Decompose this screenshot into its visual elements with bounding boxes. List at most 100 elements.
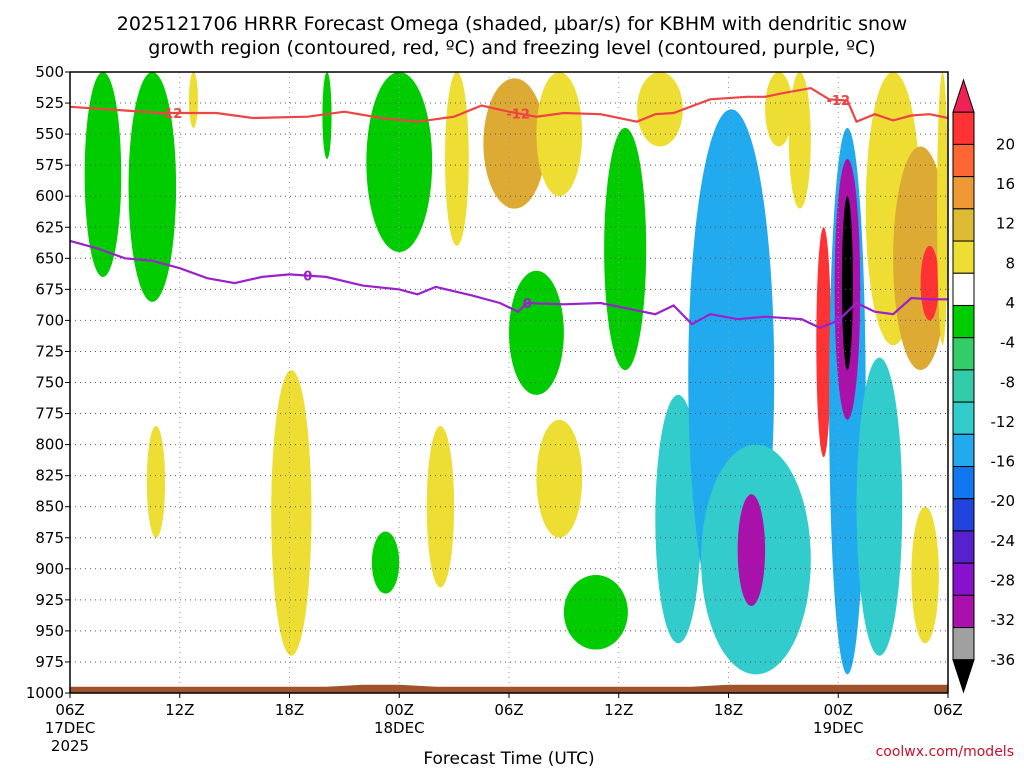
omega-region-16: [655, 394, 702, 644]
credit-text: coolwx.com/models: [876, 744, 1014, 760]
omega-region-27: [856, 357, 903, 656]
x-tick-date-0: 17DEC: [45, 719, 96, 737]
y-tick-label-18: 950: [35, 622, 64, 640]
contour-label-1-2: 0: [834, 314, 843, 329]
colorbar: 20 16 12 8 4 -4 -8 -12 -16 -20 -24 -28 -32 -36: [952, 78, 1016, 694]
colorbar-label-11: -28: [991, 572, 1016, 590]
contour-label-1-1: 0: [523, 297, 532, 312]
omega-region-23: [816, 227, 831, 458]
x-tick-label-7: 00Z: [824, 701, 853, 719]
colorbar-swatch-9: [952, 369, 975, 403]
colorbar-label-5: -4: [1000, 334, 1015, 352]
colorbar-swatch-14: [952, 530, 975, 564]
y-tick-label-14: 850: [35, 498, 64, 516]
y-tick-label-0: 500: [35, 63, 64, 81]
omega-region-7: [371, 531, 400, 594]
colorbar-swatch-12: [952, 466, 975, 500]
contour-label-0-1: -12: [506, 107, 530, 122]
x-tick-label-5: 12Z: [604, 701, 633, 719]
colorbar-label-10: -24: [991, 532, 1016, 550]
colorbar-label-2: 12: [996, 215, 1015, 233]
y-tick-label-12: 800: [35, 436, 64, 454]
y-tick-label-4: 600: [35, 187, 64, 205]
y-tick-label-17: 925: [35, 591, 64, 609]
colorbar-swatch-13: [952, 498, 975, 532]
colorbar-swatch-2: [952, 143, 975, 178]
colorbar-top-arrow: [952, 78, 975, 113]
y-tick-label-11: 775: [35, 405, 64, 423]
x-tick-label-3: 00Z: [385, 701, 414, 719]
chart-title-line1: 2025121706 HRRR Forecast Omega (shaded, …: [117, 13, 907, 35]
contour-label-0-2: -12: [827, 94, 851, 109]
y-tick-label-13: 825: [35, 467, 64, 485]
y-tick-label-20: 1000: [26, 684, 64, 702]
colorbar-label-12: -32: [991, 611, 1016, 629]
x-tick-label-8: 06Z: [933, 701, 962, 719]
x-tick-label-2: 18Z: [275, 701, 304, 719]
x-tick-label-6: 18Z: [714, 701, 743, 719]
colorbar-label-13: -36: [991, 651, 1016, 669]
omega-region-10: [483, 78, 546, 209]
colorbar-swatch-17: [952, 627, 975, 661]
omega-region-21: [765, 72, 793, 147]
y-tick-label-16: 900: [35, 560, 64, 578]
colorbar-swatch-4: [952, 208, 975, 242]
y-tick-label-19: 975: [35, 653, 64, 671]
omega-region-0: [84, 72, 122, 277]
contours: -12 -12 -12 0 0 0: [69, 86, 949, 330]
x-tick-date-7: 19DEC: [813, 719, 864, 737]
y-tick-label-8: 700: [35, 311, 64, 329]
x-tick-date-3: 18DEC: [374, 719, 425, 737]
omega-region-1: [128, 71, 177, 302]
contour-label-1-0: 0: [303, 270, 312, 285]
contour-line-1: [69, 239, 948, 330]
colorbar-label-7: -12: [991, 413, 1016, 431]
omega-region-12: [536, 419, 583, 538]
omega-region-5: [322, 72, 332, 159]
omega-shading: [84, 71, 948, 675]
x-axis-title: Forecast Time (UTC): [423, 749, 594, 768]
omega-region-11: [509, 270, 564, 395]
y-tick-label-1: 525: [35, 94, 64, 112]
colorbar-label-0: 20: [996, 135, 1015, 153]
contour-line-0: [69, 86, 949, 124]
y-tick-label-5: 625: [35, 218, 64, 236]
colorbar-label-9: -20: [991, 492, 1016, 510]
chart-title-line2: growth region (contoured, red, ºC) and f…: [148, 37, 875, 59]
omega-region-22: [788, 72, 811, 209]
colorbar-bottom-arrow: [952, 659, 975, 694]
omega-region-31: [911, 506, 939, 644]
terrain: [70, 684, 948, 693]
omega-region-2: [146, 425, 166, 538]
colorbar-swatch-6: [952, 272, 975, 306]
x-tick-label-0: 06Z: [55, 701, 84, 719]
colorbar-label-8: -16: [991, 453, 1016, 471]
omega-region-14: [563, 575, 628, 650]
contour-label-0-0: -12: [159, 107, 183, 122]
colorbar-label-3: 8: [1005, 254, 1015, 272]
y-tick-label-3: 575: [35, 156, 64, 174]
x-tick-label-4: 06Z: [494, 701, 523, 719]
y-tick-label-9: 725: [35, 342, 64, 360]
colorbar-swatch-16: [952, 594, 975, 629]
colorbar-label-4: 4: [1005, 294, 1015, 312]
y-tick-label-2: 550: [35, 125, 64, 143]
colorbar-label-6: -8: [1000, 373, 1015, 391]
omega-region-26: [841, 196, 853, 371]
x-tick-year-0: 2025: [51, 737, 89, 755]
omega-region-3: [188, 72, 199, 128]
omega-region-15: [604, 127, 647, 371]
colorbar-swatch-15: [952, 562, 975, 596]
colorbar-swatch-5: [952, 240, 975, 274]
colorbar-swatch-10: [952, 401, 975, 435]
colorbar-swatch-7: [952, 304, 975, 339]
omega-region-9: [444, 72, 469, 246]
terrain-ground: [70, 684, 948, 693]
y-tick-label-15: 875: [35, 529, 64, 547]
x-tick-label-1: 12Z: [165, 701, 194, 719]
y-tick-label-10: 750: [35, 374, 64, 392]
colorbar-label-1: 16: [996, 175, 1015, 193]
omega-region-20: [737, 494, 766, 607]
